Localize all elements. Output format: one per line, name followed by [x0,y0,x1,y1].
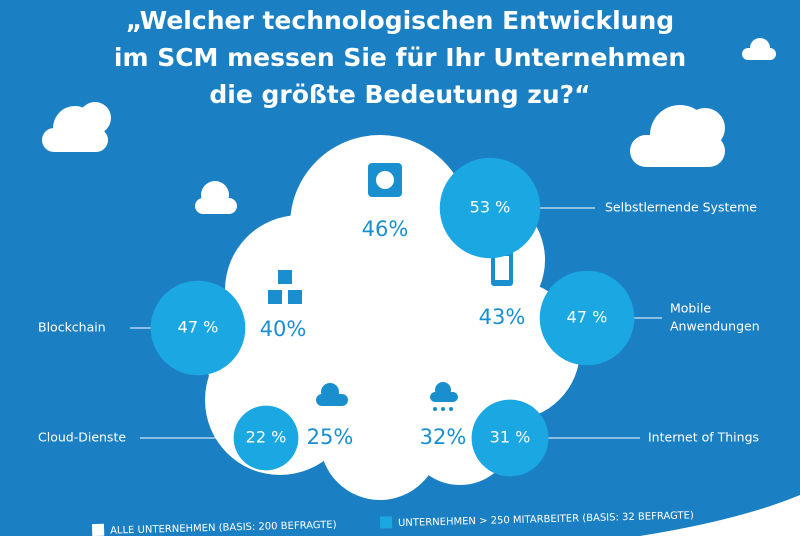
icons [268,163,513,411]
legend-label: ALLE UNTERNEHMEN (BASIS: 200 BEFRAGTE) [110,520,337,536]
large-company-bubble [471,399,549,477]
category-label: Blockchain [38,320,106,335]
large-company-bubble [150,280,246,376]
small-cloud [42,102,111,152]
all-company-value: 40% [260,317,307,341]
cloud-icon [316,383,348,406]
small-cloud [195,181,237,214]
legend-swatch [379,516,393,529]
large-company-bubble [539,270,635,366]
blockchain-icon [268,270,302,304]
category-label: Mobile [670,301,711,316]
small-cloud [742,38,776,60]
category-label: Internet of Things [648,430,759,445]
category-label: Selbstlernende Systeme [605,200,757,215]
large-company-value: 31 % [490,428,531,447]
all-company-value: 43% [479,305,526,329]
title-line: „Welcher technologischen Entwicklung [126,6,674,35]
decor-clouds [42,38,800,536]
main-cloud [200,135,580,500]
all-company-value: 32% [420,425,467,449]
phone-screen [495,256,509,280]
all-company-value: 25% [307,425,354,449]
large-company-value: 47 % [567,308,608,327]
category-label: Cloud-Dienste [38,430,126,445]
chip-core [376,171,394,189]
large-company-value: 53 % [470,198,511,217]
large-company-bubble [439,157,541,259]
iot-icon [430,382,458,411]
large-company-bubble [233,405,299,471]
all-company-value: 46% [362,217,409,241]
large-company-value: 47 % [178,318,219,337]
title-line: die größte Bedeutung zu?“ [209,80,590,109]
legend-swatch [91,523,105,536]
large-company-value: 22 % [246,428,287,447]
category-label: Anwendungen [670,319,760,334]
title-line: im SCM messen Sie für Ihr Unternehmen [114,43,686,72]
corner-curve [640,495,800,536]
small-cloud [630,105,725,167]
